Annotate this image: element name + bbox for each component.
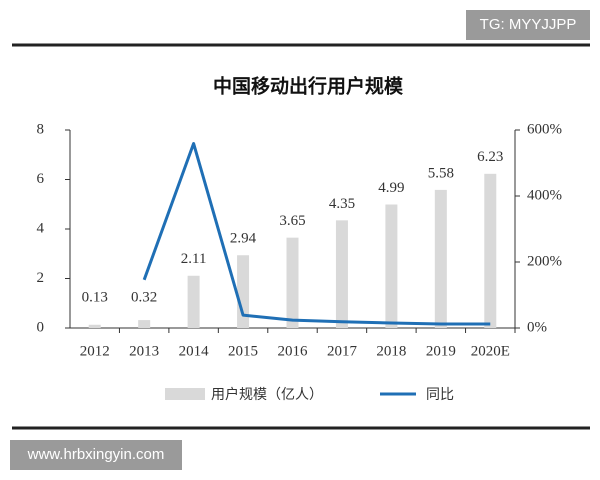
bar-value-label: 4.35 (329, 196, 355, 212)
x-tick-label: 2017 (327, 343, 358, 359)
x-tick-label: 2020E (471, 343, 510, 359)
y-tick-label: 6 (37, 171, 45, 187)
y-tick-label: 4 (37, 220, 45, 236)
bar (237, 255, 250, 328)
y2-tick-label: 400% (527, 187, 562, 203)
bar-value-label: 2.11 (181, 251, 207, 267)
bar (187, 275, 200, 328)
bar (385, 204, 398, 328)
y2-tick-label: 200% (527, 253, 562, 269)
legend-swatch (165, 388, 205, 400)
bar (138, 320, 151, 328)
watermark-box (10, 440, 182, 470)
bar-value-label: 4.99 (378, 180, 404, 196)
legend-label: 用户规模（亿人） (211, 386, 323, 403)
y-tick-label: 8 (37, 121, 45, 137)
y-tick-label: 0 (37, 319, 45, 335)
y-tick-label: 2 (37, 270, 45, 286)
bar-value-label: 0.13 (82, 289, 108, 305)
watermark: www.hrbxingyin.com (27, 446, 165, 463)
chart-title: 中国移动出行用户规模 (213, 75, 404, 98)
bar-value-label: 3.65 (279, 213, 305, 229)
x-tick-label: 2016 (278, 343, 309, 359)
bar-value-label: 5.58 (428, 165, 454, 181)
y2-tick-label: 600% (527, 121, 562, 137)
x-tick-label: 2019 (426, 343, 456, 359)
watermark-box (466, 10, 590, 40)
x-tick-label: 2015 (228, 343, 258, 359)
x-tick-label: 2018 (376, 343, 406, 359)
bar (335, 220, 348, 328)
bar-value-label: 2.94 (230, 231, 257, 247)
line (142, 142, 491, 326)
x-tick-label: 2014 (179, 343, 210, 359)
bar (286, 237, 299, 328)
bar (484, 173, 497, 328)
y2-tick-label: 0% (527, 319, 547, 335)
x-tick-label: 2013 (129, 343, 159, 359)
watermark: TG: MYYJJPP (480, 16, 577, 33)
bar-value-label: 6.23 (477, 149, 503, 165)
bar (434, 189, 447, 328)
legend-label: 同比 (426, 387, 454, 403)
bar-value-label: 0.32 (131, 289, 157, 305)
bar (88, 324, 101, 328)
x-tick-label: 2012 (80, 343, 110, 359)
